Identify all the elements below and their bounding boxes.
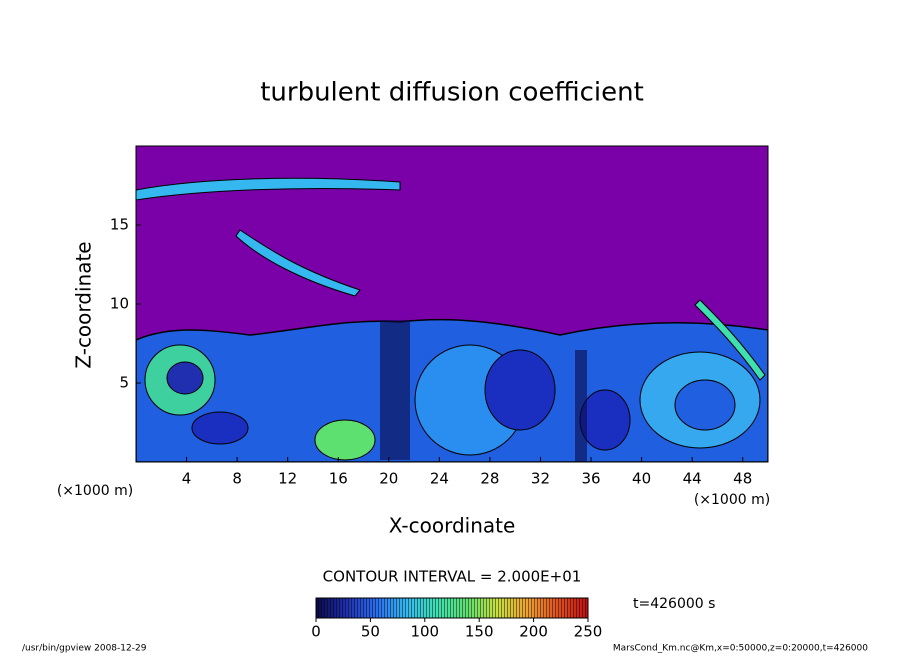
x-tick-label: 20	[379, 470, 398, 488]
x-unit-right: (×1000 m)	[694, 492, 770, 508]
footer-left: /usr/bin/gpview 2008-12-29	[22, 644, 147, 654]
chart-title: turbulent diffusion coefficient	[260, 78, 644, 108]
colorbar-tick-label: 250	[574, 623, 603, 641]
x-tick-label: 28	[480, 470, 499, 488]
colorbar-levels	[316, 598, 588, 618]
colorbar-tick-label: 50	[361, 623, 380, 641]
time-label: t=426000 s	[633, 596, 715, 612]
y-tick-label: 15	[110, 216, 129, 234]
x-tick-label: 8	[232, 470, 242, 488]
x-tick-label: 12	[278, 470, 297, 488]
x-tick-label: 40	[632, 470, 651, 488]
x-tick-label: 4	[182, 470, 192, 488]
y-tick-label: 10	[110, 295, 129, 313]
x-tick-label: 16	[329, 470, 348, 488]
y-tick-label: 5	[119, 374, 129, 392]
x-axis-label: X-coordinate	[389, 514, 516, 538]
x-tick-label: 32	[531, 470, 550, 488]
x-tick-label: 36	[581, 470, 600, 488]
footer-right: MarsCond_Km.nc@Km,x=0:50000,z=0:20000,t=…	[613, 644, 868, 654]
x-tick-label: 24	[430, 470, 449, 488]
x-tick-label: 44	[683, 470, 702, 488]
x-unit-left: (×1000 m)	[57, 483, 133, 499]
x-tick-label: 48	[733, 470, 752, 488]
colorbar-tick-label: 100	[410, 623, 439, 641]
y-axis-label: Z-coordinate	[72, 241, 96, 368]
contour-field	[136, 146, 768, 462]
colorbar-tick-label: 200	[519, 623, 548, 641]
colorbar-frame	[315, 597, 589, 619]
colorbar-tick-label: 150	[465, 623, 494, 641]
contour-interval: CONTOUR INTERVAL = 2.000E+01	[323, 568, 582, 586]
colorbar-tick-label: 0	[311, 623, 321, 641]
